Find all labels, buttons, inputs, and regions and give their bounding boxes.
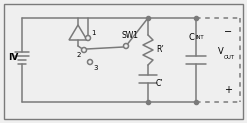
Circle shape	[85, 36, 90, 40]
Text: C’: C’	[156, 78, 164, 87]
FancyBboxPatch shape	[4, 4, 243, 119]
Text: IV: IV	[8, 54, 18, 62]
Circle shape	[124, 44, 128, 48]
Text: INT: INT	[195, 35, 204, 40]
Text: +: +	[224, 85, 232, 95]
Text: C: C	[188, 33, 194, 43]
Text: SW1: SW1	[121, 31, 138, 40]
Text: V: V	[218, 47, 224, 56]
Polygon shape	[69, 25, 87, 40]
Text: −: −	[224, 27, 232, 37]
Text: OUT: OUT	[224, 55, 235, 60]
Circle shape	[87, 60, 92, 64]
Text: 1: 1	[91, 30, 96, 36]
Text: 2: 2	[77, 52, 81, 58]
Circle shape	[82, 47, 86, 53]
Text: 3: 3	[93, 65, 98, 71]
Text: R’: R’	[156, 46, 164, 54]
